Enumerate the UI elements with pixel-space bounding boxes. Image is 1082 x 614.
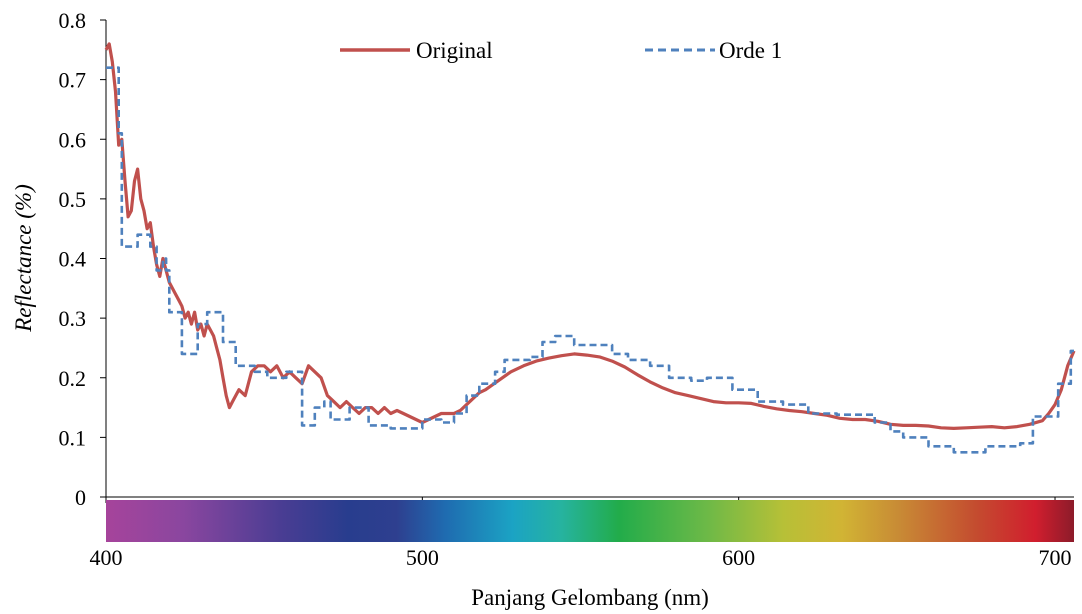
y-tick-label: 0.1 <box>59 425 87 450</box>
y-axis-label: Reflectance (%) <box>11 184 36 333</box>
y-tick-label: 0.8 <box>59 8 87 33</box>
x-tick-label: 600 <box>722 545 755 570</box>
legend: Original Orde 1 <box>340 38 782 63</box>
y-tick-label: 0.6 <box>59 127 87 152</box>
x-tick-label: 400 <box>90 545 123 570</box>
y-tick-label: 0.5 <box>59 187 87 212</box>
y-tick-label: 0.3 <box>59 306 87 331</box>
series-line-original <box>104 42 1076 430</box>
series-layer <box>104 42 1076 454</box>
x-axis-ticks: 400 500 600 700 <box>90 497 1072 570</box>
legend-label-orde1: Orde 1 <box>719 38 782 63</box>
y-tick-label: 0.2 <box>59 366 87 391</box>
y-tick-label: 0.4 <box>59 247 87 272</box>
series-line-orde-1 <box>106 66 1074 454</box>
spectrum-bar <box>106 500 1074 542</box>
x-tick-label: 700 <box>1039 545 1072 570</box>
plot-area: 0 0.1 0.2 0.3 0.4 0.5 0.6 0.7 0.8 400 500 600 700 <box>59 8 1076 570</box>
legend-label-original: Original <box>416 38 493 63</box>
x-axis-label: Panjang Gelombang (nm) <box>471 585 709 610</box>
y-tick-label: 0.7 <box>59 68 87 93</box>
y-tick-label: 0 <box>75 485 86 510</box>
x-tick-label: 500 <box>406 545 439 570</box>
y-axis-ticks: 0 0.1 0.2 0.3 0.4 0.5 0.6 0.7 0.8 <box>59 8 106 510</box>
